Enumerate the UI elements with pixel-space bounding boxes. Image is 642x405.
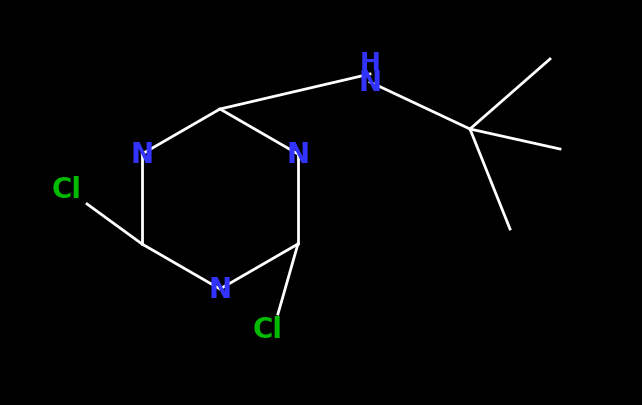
Text: Cl: Cl: [52, 175, 82, 203]
Text: N: N: [358, 69, 381, 97]
Text: Cl: Cl: [253, 315, 283, 343]
Text: H: H: [360, 51, 381, 75]
Text: N: N: [209, 275, 232, 303]
Text: N: N: [130, 141, 153, 168]
Text: N: N: [286, 141, 309, 168]
